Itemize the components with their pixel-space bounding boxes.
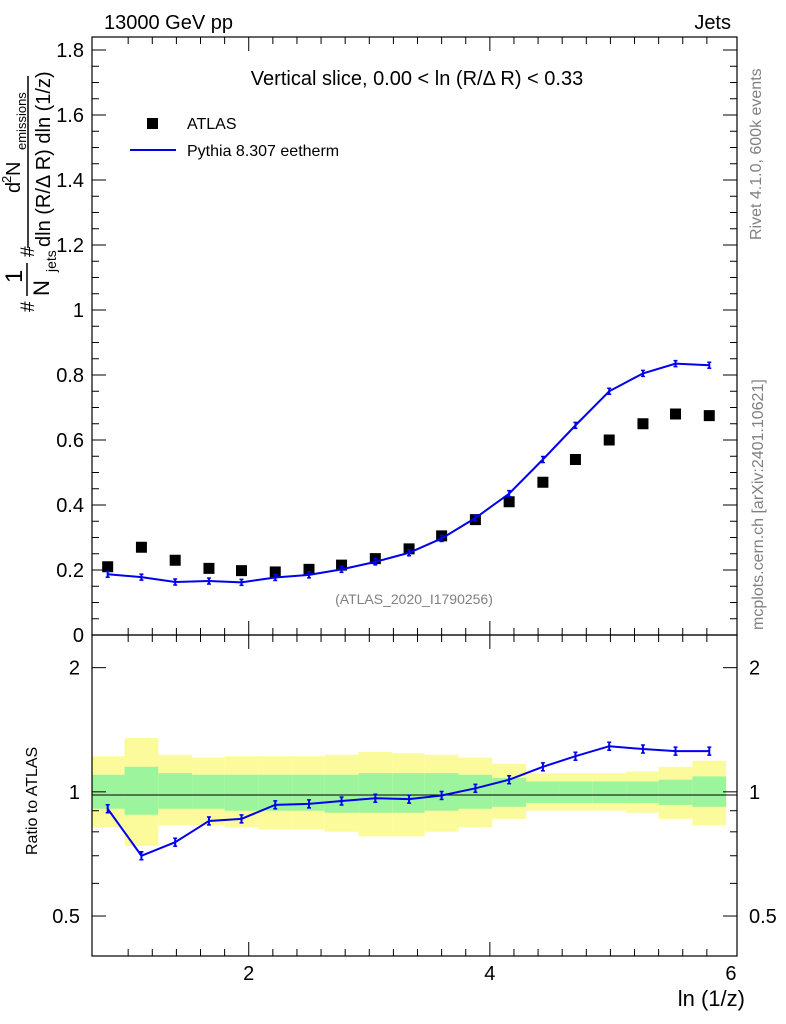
ylabel-hash2: # (18, 246, 39, 257)
y-tick-label: 0.4 (56, 495, 84, 517)
y-tick-label: 1.4 (56, 170, 84, 192)
y-tick-label: 1.8 (56, 40, 84, 62)
ylabel-frac1-den-sub: jets (43, 250, 59, 273)
inner-band (224, 774, 259, 811)
inner-band (626, 781, 659, 803)
ratio-y-tick-label-left: 2 (69, 658, 80, 680)
atlas-point (235, 565, 247, 577)
ratio-data-layer (105, 741, 712, 861)
atlas-point (537, 476, 549, 488)
ratio-uncertainty-bands (92, 738, 727, 846)
atlas-point (569, 454, 581, 465)
ylabel-frac2-num-d: d (3, 182, 25, 193)
rivet-info: Rivet 4.1.0, 600k events (748, 68, 765, 240)
ylabel-frac2-num-n: N (3, 162, 25, 176)
x-tick-label: 4 (484, 963, 495, 985)
inner-band (158, 773, 193, 809)
legend-marker-atlas (147, 118, 158, 129)
ratio-axis-ticks (92, 635, 737, 957)
main-data-layer (102, 359, 715, 587)
ylabel-frac1-num: 1 (1, 270, 28, 283)
atlas-point (603, 434, 615, 446)
y-tick-label: 1.6 (56, 105, 84, 127)
ratio-y-axis-label: Ratio to ATLAS (24, 747, 41, 855)
legend-label-atlas: ATLAS (187, 116, 237, 133)
inner-band (692, 776, 727, 807)
x-tick-label: 6 (725, 963, 736, 985)
atlas-point (269, 566, 281, 578)
atlas-point (102, 561, 114, 573)
inner-band (592, 781, 627, 803)
atlas-point (503, 496, 515, 508)
atlas-point (670, 408, 682, 420)
ylabel-frac2-num-sub: emissions (14, 92, 29, 150)
legend: ATLAS Pythia 8.307 eetherm (130, 116, 339, 160)
x-tick-labels: 2 4 6 (243, 963, 736, 985)
y-tick-label: 0 (73, 625, 84, 647)
atlas-point (303, 563, 315, 575)
ratio-y-tick-label-left: 0.5 (52, 906, 80, 928)
atlas-point (135, 541, 147, 553)
legend-label-pythia: Pythia 8.307 eetherm (187, 143, 339, 160)
inner-band (658, 779, 693, 805)
inner-band (124, 766, 159, 815)
inner-band (358, 773, 393, 813)
x-tick-label: 2 (243, 963, 254, 985)
ylabel-frac2-num-sup: 2 (0, 176, 14, 183)
atlas-point (403, 543, 415, 555)
inner-band (558, 781, 593, 803)
slice-title: Vertical slice, 0.00 < ln (R/Δ R) < 0.33 (251, 68, 583, 90)
inner-band (392, 773, 425, 813)
ratio-y-tick-label-left: 1 (69, 782, 80, 804)
atlas-point (336, 559, 348, 571)
main-y-tick-labels: 0 0.2 0.4 0.6 0.8 1 1.2 1.4 1.6 1.8 (56, 40, 84, 647)
ratio-y-tick-label-right: 0.5 (749, 906, 777, 928)
analysis-annotation: (ATLAS_2020_I1790256) (335, 591, 493, 607)
x-axis-label: ln (1/z) (678, 986, 745, 1011)
ylabel-hash1: # (18, 301, 39, 312)
ratio-panel: 0.5 0.5 1 1 2 2 Ratio to ATLAS (24, 634, 777, 957)
ylabel-frac2-den: dln (R/Δ R) dln (1/z) (33, 71, 55, 247)
main-panel: 0 0.2 0.4 0.6 0.8 1 1.2 1.4 1.6 1.8 Vertical slic… (56, 36, 738, 647)
y-tick-label: 0.6 (56, 430, 84, 452)
atlas-point (169, 554, 181, 566)
y-tick-label: 0.2 (56, 560, 84, 582)
atlas-point (203, 562, 215, 574)
atlas-point (637, 418, 649, 430)
y-tick-label: 0.8 (56, 365, 84, 387)
main-axis-ticks (92, 37, 737, 636)
y-tick-label: 1.2 (56, 235, 84, 257)
mcplots-info: mcplots.cern.ch [arXiv:2401.10621] (750, 379, 767, 630)
ratio-y-tick-label-right: 1 (749, 782, 760, 804)
inner-band (526, 781, 559, 803)
main-y-axis-label: # 1 N jets # d 2 N emissions dln (R/Δ R)… (0, 71, 59, 312)
inner-band (324, 774, 359, 813)
ratio-y-tick-label-right: 2 (749, 658, 760, 680)
inner-band (192, 774, 225, 809)
y-tick-label: 1 (73, 300, 84, 322)
header-right: Jets (694, 12, 731, 34)
ylabel-frac1-den: N (29, 280, 54, 296)
header-left: 13000 GeV pp (104, 12, 233, 34)
ratio-y-tick-labels: 0.5 0.5 1 1 2 2 (52, 658, 777, 928)
atlas-point (703, 410, 715, 422)
ratio-frame (91, 634, 738, 957)
